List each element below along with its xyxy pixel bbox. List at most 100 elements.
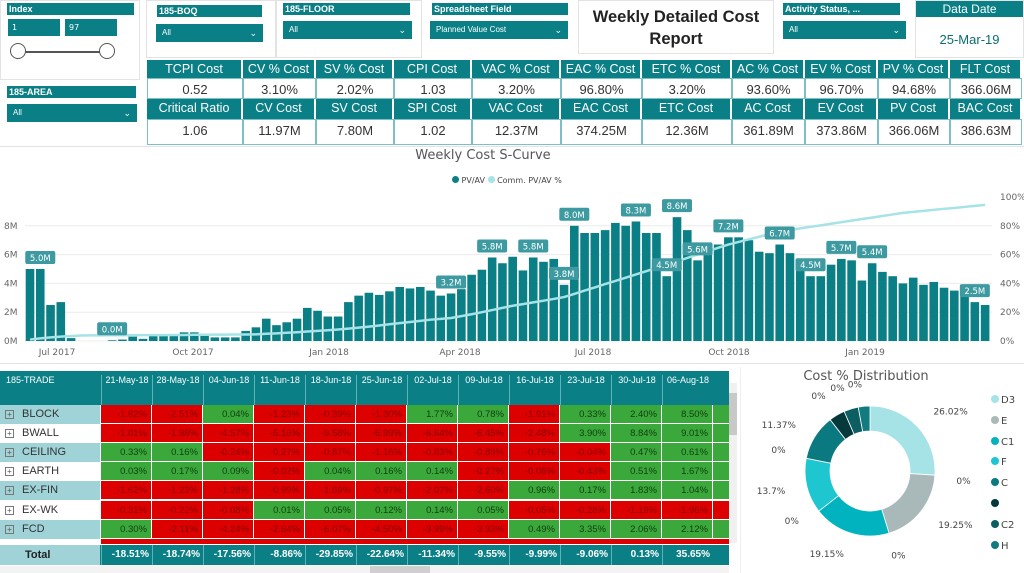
column-header[interactable]: 09-Jul-18 [458,375,509,405]
index-slider-track[interactable] [18,51,113,53]
matrix-row-header[interactable]: + CEILING [0,443,100,463]
expand-plus-icon[interactable]: + [5,486,14,496]
bar[interactable] [765,253,774,341]
column-header[interactable]: 23-Jul-18 [560,375,611,405]
column-header[interactable]: 02-Jul-18 [407,375,458,405]
bar[interactable] [559,284,569,341]
expand-plus-icon[interactable]: + [5,448,14,458]
bar[interactable] [570,225,579,341]
bar[interactable] [867,263,877,341]
field-dropdown[interactable]: Planned Value Cost ⌄ [430,21,568,39]
expand-plus-icon[interactable]: + [5,467,14,477]
matrix-row-header[interactable]: + EARTH [0,462,100,482]
bar[interactable] [898,283,908,341]
bar[interactable] [826,264,836,341]
bar[interactable] [261,318,271,341]
expand-plus-icon[interactable]: + [5,524,14,534]
bar[interactable] [56,302,66,341]
bar[interactable] [960,294,969,341]
column-header[interactable]: 21-May-18 [101,375,152,405]
column-header[interactable]: 25-Jun-18 [356,375,407,405]
matrix-row-header[interactable]: + EX-WK [0,500,100,520]
expand-plus-icon[interactable]: + [5,410,14,419]
bar[interactable] [631,221,641,341]
legend-item[interactable]: C1 [991,436,1014,448]
bar[interactable] [754,251,764,341]
bar[interactable] [600,230,610,341]
bar[interactable] [200,335,209,341]
bar[interactable] [354,295,363,341]
bar[interactable] [128,336,137,341]
bar[interactable] [641,233,651,341]
bar[interactable] [518,270,528,341]
bar[interactable] [148,335,158,341]
legend-item[interactable]: E [991,415,1007,427]
index-min-input[interactable]: 1 [8,19,60,36]
bar[interactable] [66,338,76,341]
bar[interactable] [364,292,374,341]
legend-item[interactable]: F [991,457,1007,468]
boq-dropdown[interactable]: All ⌄ [156,24,263,42]
bar[interactable] [528,257,538,341]
bar[interactable] [292,318,302,341]
bar[interactable] [580,233,589,341]
expand-plus-icon[interactable]: + [5,505,14,515]
bar[interactable] [498,263,507,341]
column-header[interactable]: 30-Jul-18 [611,375,662,405]
matrix-row-header[interactable]: + BLOCK [0,405,100,424]
bar[interactable] [908,277,918,341]
activity-dropdown[interactable]: All ⌄ [783,21,906,39]
area-dropdown[interactable]: All ⌄ [7,104,137,122]
bar[interactable] [970,302,980,341]
bar[interactable] [888,276,897,341]
bar[interactable] [25,269,35,341]
matrix-horizontal-scrollbar[interactable] [0,566,729,573]
bar[interactable] [118,339,127,341]
bar[interactable] [662,276,672,341]
bar[interactable] [190,332,199,341]
bar[interactable] [816,276,826,341]
bar[interactable] [395,287,405,341]
column-header[interactable]: 16-Jul-18 [509,375,560,405]
bar[interactable] [385,291,394,341]
bar[interactable] [806,276,815,341]
matrix-vertical-scrollbar[interactable] [729,383,737,543]
bar[interactable] [929,281,939,341]
bar[interactable] [231,337,240,341]
bar[interactable] [138,338,148,341]
column-header[interactable]: 18-Jun-18 [305,375,356,405]
legend-item[interactable]: C [991,478,1008,489]
legend-item[interactable]: D3 [991,395,1015,406]
legend-item[interactable]: C2 [991,519,1014,531]
bar[interactable] [950,290,959,341]
index-slider-max-handle[interactable] [99,43,115,59]
bar[interactable] [672,217,682,341]
bar[interactable] [775,244,785,341]
bar[interactable] [323,316,333,341]
legend-item[interactable]: H [991,540,1009,552]
bar[interactable] [847,260,856,341]
matrix-row-header[interactable]: + FCD [0,519,100,539]
bar[interactable] [508,256,517,341]
bar[interactable] [415,287,425,341]
bar[interactable] [713,244,723,341]
bar[interactable] [477,269,487,341]
legend-item[interactable] [991,499,1001,510]
column-header[interactable]: 28-May-18 [152,375,203,405]
bar[interactable] [837,258,846,341]
scroll-thumb[interactable] [729,393,737,435]
column-header[interactable]: 06-Aug-18 [662,375,713,405]
expand-plus-icon[interactable]: + [5,429,14,439]
bar[interactable] [857,280,867,341]
matrix-row-header[interactable]: + EX-FIN [0,481,100,501]
bar[interactable] [210,337,220,341]
bar[interactable] [682,230,692,341]
bar[interactable] [313,310,322,341]
bar[interactable] [241,330,250,341]
bar[interactable] [405,288,415,341]
bar[interactable] [693,260,702,341]
bar[interactable] [703,251,713,341]
bar[interactable] [426,290,435,341]
bar[interactable] [980,305,990,341]
bar[interactable] [487,257,497,341]
